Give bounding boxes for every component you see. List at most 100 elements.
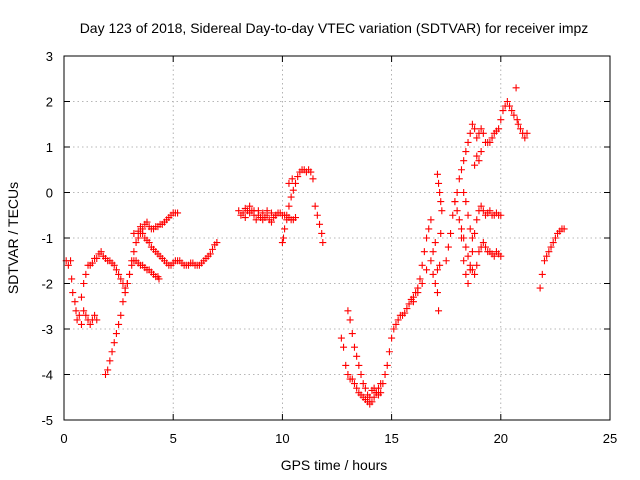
data-point: [123, 280, 131, 287]
data-point: [294, 173, 302, 181]
data-point: [254, 207, 262, 215]
data-point: [69, 289, 77, 297]
data-point: [479, 129, 487, 137]
data-point: [340, 343, 348, 351]
data-point: [348, 375, 356, 383]
x-tick-label: 0: [60, 431, 67, 446]
data-point: [68, 275, 76, 283]
data-point: [155, 275, 163, 283]
data-point: [139, 229, 147, 237]
data-point: [64, 261, 72, 269]
data-point: [388, 334, 396, 342]
data-point: [285, 202, 293, 210]
data-point: [479, 239, 487, 247]
data-point: [110, 339, 118, 347]
data-point: [473, 216, 481, 224]
data-point: [447, 229, 455, 237]
data-point: [471, 229, 479, 237]
data-point: [128, 257, 136, 265]
data-point: [383, 361, 391, 369]
data-point: [267, 218, 275, 226]
data-point: [482, 243, 490, 251]
data-point: [549, 239, 557, 247]
data-point: [442, 257, 450, 265]
data-point: [513, 116, 521, 124]
y-tick-label: 2: [46, 95, 53, 110]
data-point: [418, 280, 426, 287]
data-point: [462, 148, 470, 156]
chart-title: Day 123 of 2018, Sidereal Day-to-day VTE…: [80, 20, 589, 36]
data-point: [460, 157, 468, 165]
data-point: [285, 179, 293, 187]
data-point: [464, 280, 472, 287]
x-tick-label: 25: [603, 431, 617, 446]
data-point: [468, 120, 476, 128]
data-point: [536, 284, 544, 292]
data-point: [206, 250, 214, 258]
data-point: [444, 243, 452, 251]
data-point: [263, 207, 271, 215]
data-point: [514, 120, 522, 128]
data-point: [93, 254, 101, 262]
data-point: [348, 330, 356, 338]
data-point: [466, 129, 474, 137]
data-point: [538, 270, 546, 278]
data-point: [449, 211, 457, 219]
data-point: [246, 209, 254, 217]
data-point: [106, 357, 114, 365]
data-point: [425, 225, 433, 233]
data-point: [86, 320, 94, 328]
data-point: [307, 168, 315, 176]
data-point: [547, 243, 555, 251]
axis-ticks: [63, 55, 611, 421]
x-axis-label: GPS time / hours: [281, 457, 388, 473]
data-point: [337, 334, 345, 342]
data-point: [174, 209, 182, 217]
data-point: [506, 102, 514, 110]
data-point: [420, 248, 428, 256]
data-point: [433, 289, 441, 297]
data-point: [495, 125, 503, 133]
data-point: [368, 398, 376, 406]
data-point: [453, 189, 461, 196]
data-point: [475, 248, 483, 256]
data-point: [110, 261, 118, 269]
data-point: [464, 252, 472, 260]
data-point: [344, 371, 352, 378]
data-point: [433, 266, 441, 274]
data-point: [405, 300, 413, 308]
data-point: [431, 239, 439, 247]
data-point: [457, 166, 465, 174]
data-point: [121, 289, 129, 297]
data-point: [259, 209, 267, 217]
data-point: [241, 204, 249, 212]
data-point: [457, 225, 465, 233]
data-point: [370, 384, 378, 392]
data-point: [545, 248, 553, 256]
data-point: [353, 384, 361, 392]
data-point: [466, 225, 474, 233]
data-point: [115, 270, 123, 278]
grid-lines: [64, 56, 610, 420]
data-point: [512, 84, 520, 92]
data-point: [390, 325, 398, 333]
data-point: [72, 307, 80, 315]
data-point: [471, 161, 479, 169]
data-point: [473, 134, 481, 142]
data-point: [292, 179, 300, 187]
data-point: [466, 266, 474, 274]
data-point: [319, 239, 327, 247]
data-point: [267, 209, 275, 217]
y-tick-label: 3: [46, 49, 53, 64]
data-point: [475, 157, 483, 165]
data-point: [145, 239, 153, 247]
data-point: [318, 229, 326, 237]
data-point: [453, 207, 461, 215]
y-tick-label: 1: [46, 140, 53, 155]
data-point: [523, 129, 531, 137]
x-tick-label: 5: [170, 431, 177, 446]
data-point: [503, 98, 511, 105]
y-tick-label: -3: [41, 322, 53, 337]
data-point: [423, 234, 431, 242]
data-point: [418, 261, 426, 269]
